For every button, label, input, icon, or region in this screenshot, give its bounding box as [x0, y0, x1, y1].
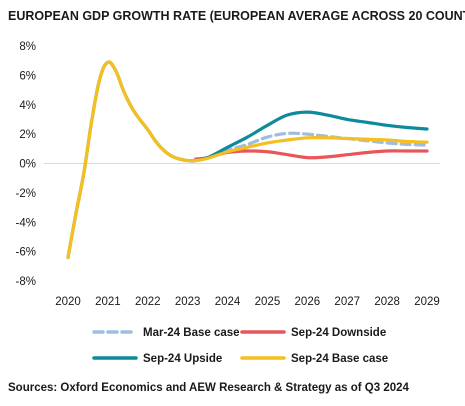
x-tick-label: 2023 [175, 296, 201, 308]
series-line-sep-24-base-case [66, 60, 429, 260]
y-tick-label: -4% [16, 217, 36, 229]
y-tick-label: 6% [19, 70, 36, 82]
y-tick-label: -2% [16, 188, 36, 200]
y-tick-label: 2% [19, 129, 36, 141]
x-tick-label: 2026 [295, 296, 321, 308]
x-tick-label: 2022 [135, 296, 161, 308]
x-tick-label: 2021 [95, 296, 121, 308]
legend-label: Sep-24 Base case [291, 353, 388, 365]
legend: Mar-24 Base case Sep-24 Downside Sep-24 Up… [92, 327, 388, 365]
x-tick-label: 2029 [414, 296, 440, 308]
x-axis-ticks: 2020 2021 2022 2023 2024 2025 2026 2027 2028 2029 [55, 296, 440, 308]
legend-label: Sep-24 Downside [291, 327, 386, 339]
series-line-sep-24-upside [66, 60, 429, 260]
y-axis-ticks: 8% 6% 4% 2% 0% -2% -4% -6% -8% [16, 41, 36, 288]
y-tick-label: 4% [19, 100, 36, 112]
y-tick-label: 0% [19, 159, 36, 171]
x-tick-label: 2027 [334, 296, 360, 308]
chart-source: Sources: Oxford Economics and AEW Resear… [8, 382, 410, 394]
x-tick-label: 2028 [374, 296, 400, 308]
x-tick-label: 2025 [255, 296, 281, 308]
x-tick-label: 2020 [55, 296, 81, 308]
x-tick-label: 2024 [215, 296, 241, 308]
legend-label: Sep-24 Upside [143, 353, 222, 365]
legend-label: Mar-24 Base case [143, 327, 240, 339]
y-tick-label: -8% [16, 276, 36, 288]
series-lines [66, 60, 429, 260]
y-tick-label: -6% [16, 247, 36, 259]
y-tick-label: 8% [19, 41, 36, 53]
chart-title: EUROPEAN GDP GROWTH RATE (EUROPEAN AVERA… [8, 9, 465, 23]
